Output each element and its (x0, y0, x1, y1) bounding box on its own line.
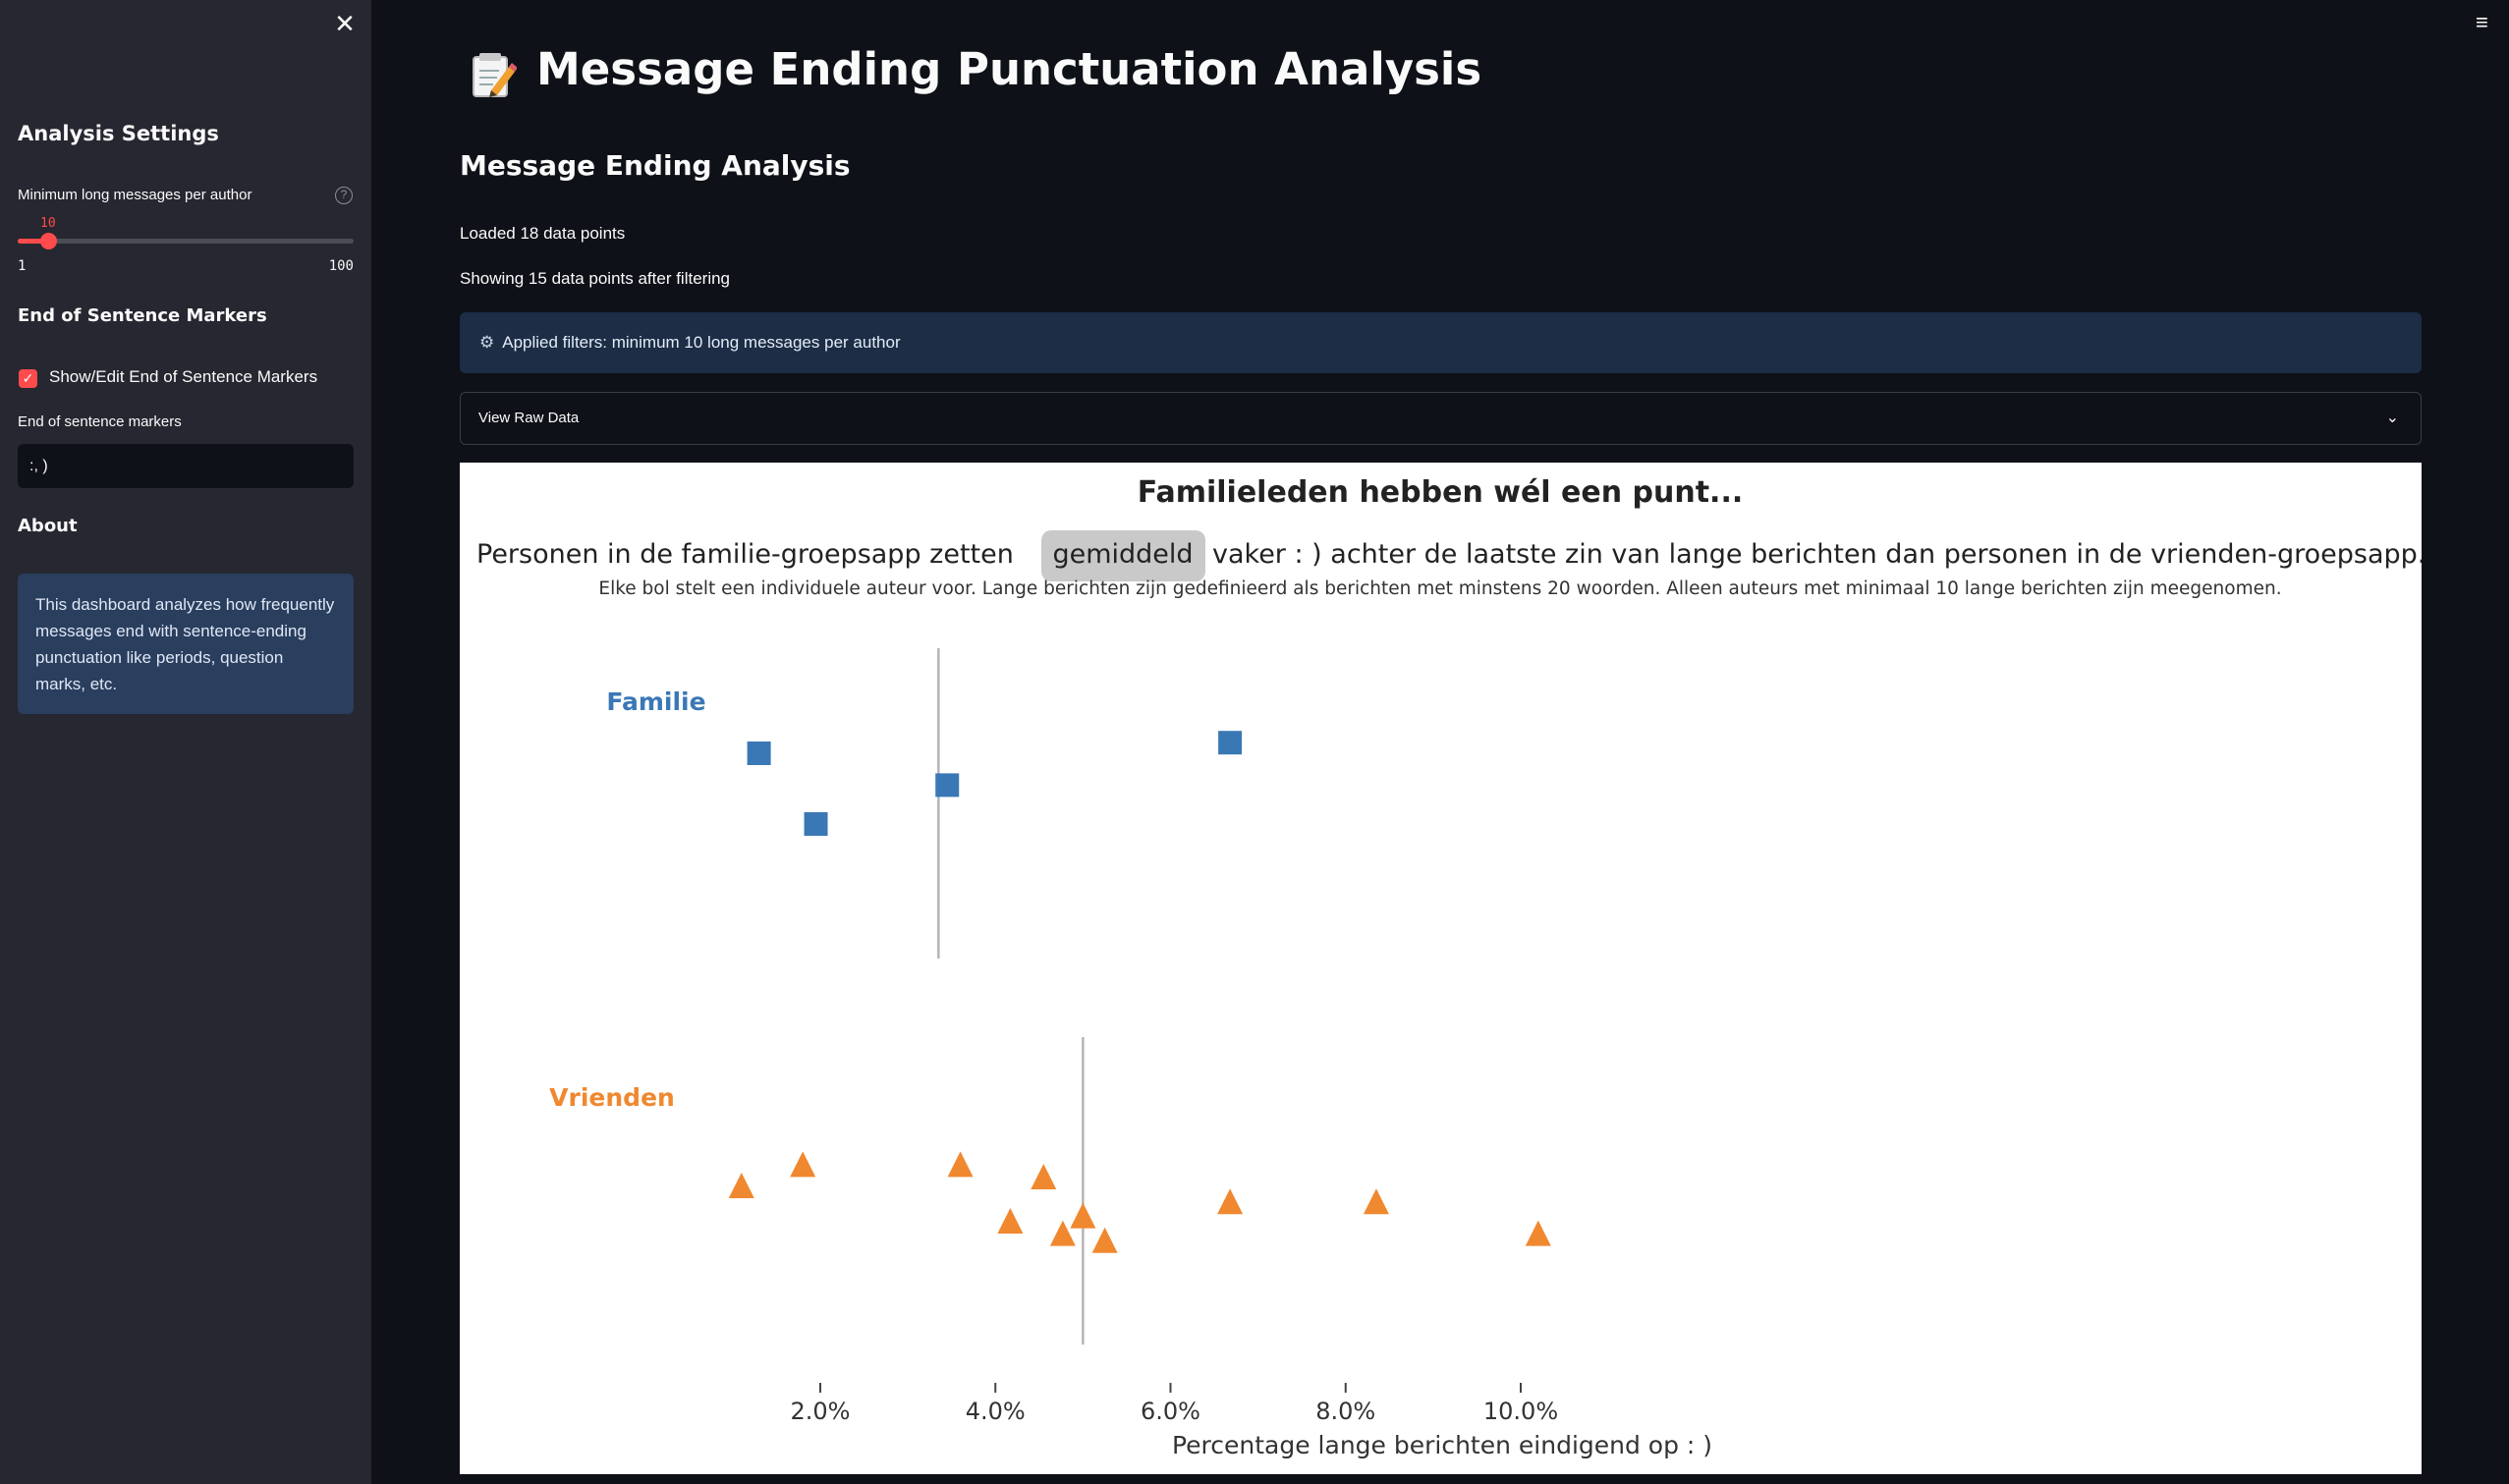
chevron-down-icon: ⌄ (2385, 410, 2399, 426)
help-icon[interactable]: ? (335, 187, 353, 204)
slider-fill (18, 239, 49, 244)
data-point (1049, 1220, 1076, 1246)
highlight-badge (1041, 530, 1205, 581)
data-point (804, 812, 828, 836)
data-point (997, 1208, 1024, 1234)
data-point (728, 1173, 754, 1198)
chart-title: Familieleden hebben wél een punt... (1138, 475, 1744, 510)
x-tick-label: 4.0% (966, 1398, 1026, 1425)
x-tick-label: 2.0% (791, 1398, 851, 1425)
data-point (947, 1151, 974, 1178)
gear-icon: ⚙ (479, 333, 495, 352)
close-icon[interactable]: ✕ (334, 9, 356, 38)
series-label-familie: Familie (606, 687, 705, 716)
slider-min-label: 1 (18, 258, 27, 274)
show-edit-markers-checkbox[interactable]: ✓ (19, 369, 37, 388)
chart-note: Elke bol stelt een individuele auteur vo… (598, 578, 2281, 599)
data-point (747, 742, 771, 765)
data-point (1217, 1188, 1244, 1215)
expander-label: View Raw Data (478, 410, 580, 426)
loaded-data-text: Loaded 18 data points (460, 224, 626, 243)
filtered-data-text: Showing 15 data points after filtering (460, 269, 731, 288)
chart-subtitle-part-1: Personen in de familie-groepsapp zetten (476, 539, 1014, 570)
x-tick-label: 8.0% (1315, 1398, 1375, 1425)
end-of-sentence-header: End of Sentence Markers (18, 305, 267, 326)
hamburger-menu-icon[interactable]: ≡ (2476, 10, 2488, 34)
x-tick-label: 10.0% (1483, 1398, 1558, 1425)
min-long-messages-label: Minimum long messages per author (18, 187, 252, 203)
analysis-settings-header: Analysis Settings (18, 122, 219, 145)
slider-current-value: 10 (40, 216, 56, 231)
min-long-messages-slider[interactable] (18, 233, 354, 249)
applied-filters-text: Applied filters: minimum 10 long message… (502, 333, 901, 352)
page-title: Message Ending Punctuation Analysis (536, 43, 1482, 95)
data-point (1525, 1220, 1551, 1246)
data-point (1363, 1188, 1389, 1215)
chart-subtitle-part-2: vaker : ) achter de laatste zin van lang… (1212, 539, 2422, 570)
show-edit-markers-label[interactable]: Show/Edit End of Sentence Markers (49, 367, 318, 386)
data-point (1031, 1164, 1057, 1189)
markers-input-label: End of sentence markers (18, 413, 182, 430)
data-point (1070, 1202, 1096, 1229)
data-point (790, 1151, 816, 1178)
markers-input[interactable]: :, ) (18, 444, 354, 488)
slider-max-label: 100 (328, 258, 354, 274)
data-point (1218, 731, 1243, 755)
slider-handle[interactable] (40, 233, 58, 249)
sidebar: ✕ Analysis Settings Minimum long message… (0, 0, 371, 1484)
data-point (935, 773, 960, 797)
applied-filters-info: ⚙ Applied filters: minimum 10 long messag… (460, 312, 2422, 373)
section-header: Message Ending Analysis (460, 149, 851, 182)
series-label-vrienden: Vrienden (549, 1083, 675, 1112)
memo-emoji-icon (473, 53, 517, 97)
data-point (1091, 1227, 1118, 1253)
chart-svg: Familieleden hebben wél een punt... Pers… (476, 475, 2422, 1459)
x-tick-label: 6.0% (1141, 1398, 1200, 1425)
about-header: About (18, 516, 78, 536)
chart-subtitle-highlight: gemiddeld (1052, 539, 1193, 570)
scatter-chart: Familieleden hebben wél een punt... Pers… (460, 463, 2422, 1474)
x-axis-label: Percentage lange berichten eindigend op … (1172, 1431, 1712, 1459)
view-raw-data-expander[interactable]: View Raw Data ⌄ (460, 392, 2422, 445)
about-info-box: This dashboard analyzes how frequently m… (18, 574, 354, 714)
